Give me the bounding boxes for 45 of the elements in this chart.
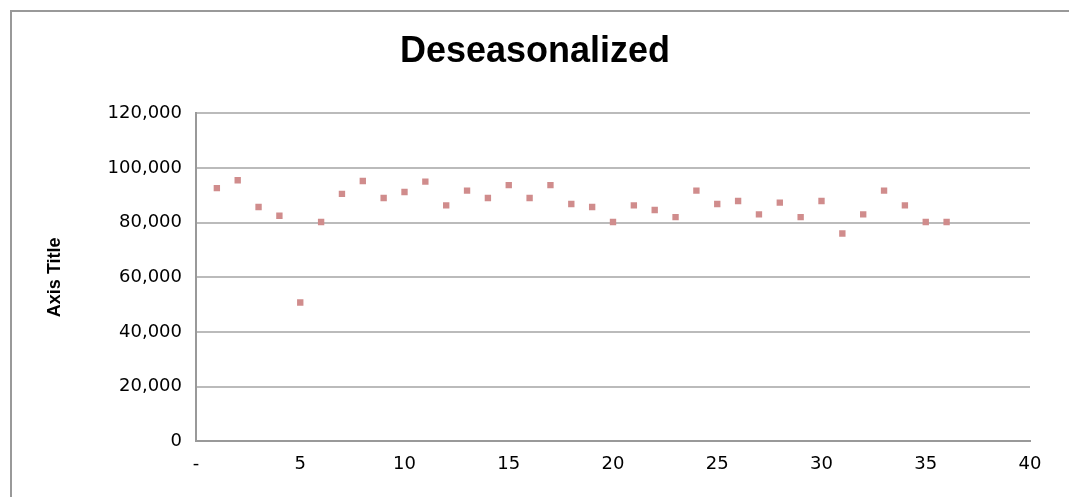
point	[443, 202, 450, 209]
point	[380, 194, 387, 202]
point	[463, 187, 471, 194]
x-tick-label: 10	[393, 451, 416, 473]
point	[818, 197, 825, 205]
point	[797, 213, 804, 221]
y-tick-label: 60,000	[119, 264, 182, 286]
point	[860, 211, 867, 218]
point	[880, 187, 888, 194]
y-tick-label: 40,000	[119, 319, 182, 341]
point	[234, 177, 241, 184]
point	[422, 178, 429, 185]
point	[755, 211, 763, 218]
x-tick-label: 5	[294, 451, 306, 473]
point	[672, 213, 679, 221]
y-tick-label: 120,000	[107, 100, 182, 122]
point	[255, 203, 262, 211]
x-tick-label: 15	[497, 451, 521, 473]
point	[839, 230, 846, 237]
point	[693, 187, 700, 194]
x-tick-label: 25	[705, 451, 729, 473]
point	[630, 202, 638, 209]
point	[588, 203, 596, 211]
point	[338, 190, 346, 198]
point	[297, 299, 304, 306]
x-tick-label: 20	[601, 451, 625, 473]
point	[901, 202, 909, 209]
point	[776, 199, 783, 206]
x-tick-label: -	[192, 451, 200, 473]
y-axis-title: Axis Title	[43, 237, 64, 318]
point	[734, 197, 742, 205]
point	[547, 181, 554, 189]
point	[505, 181, 512, 189]
point	[943, 218, 950, 226]
x-tick-label: 35	[914, 451, 938, 473]
point	[401, 188, 408, 196]
y-tick-label: 20,000	[119, 374, 182, 396]
y-tick-label: 0	[170, 429, 182, 451]
x-tick-label: 30	[810, 451, 833, 473]
y-tick-label: 100,000	[107, 155, 182, 177]
y-tick-label: 80,000	[119, 210, 182, 232]
chart-title: Deseasonalized	[399, 28, 671, 70]
x-tick-label: 40	[1018, 451, 1042, 473]
point	[526, 194, 533, 202]
point	[276, 212, 283, 219]
